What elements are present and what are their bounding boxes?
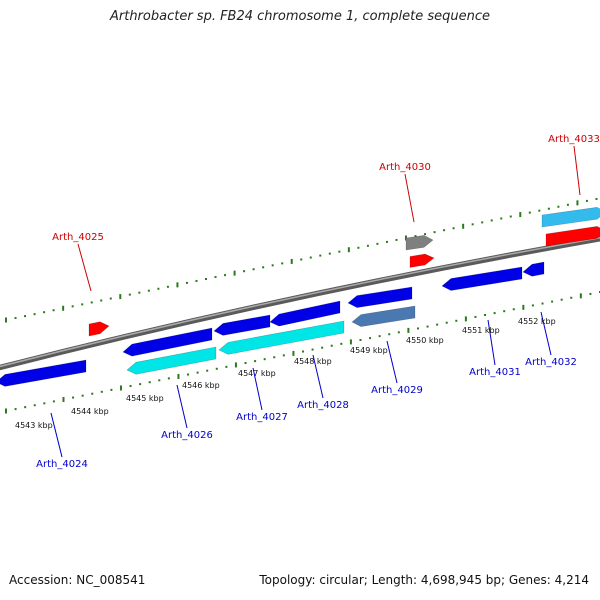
scale-label: 4546 kbp [182, 381, 220, 390]
tick-layer [5, 197, 600, 414]
leader-arth-4032 [540, 311, 552, 356]
gene-arth-4029-lower [351, 305, 416, 327]
chromosome-backbone-highlight [0, 237, 600, 368]
gene-label-arth-4029: Arth_4029 [371, 385, 423, 396]
gene-arth-4026-lower [126, 346, 217, 375]
leader-layer [50, 145, 581, 458]
accession-text: Accession: NC_008541 [9, 573, 146, 587]
gene-arth-4025 [88, 321, 110, 337]
leader-arth-4027 [252, 367, 263, 411]
gene-label-arth-4024: Arth_4024 [36, 459, 88, 470]
leader-arth-4026 [176, 384, 188, 429]
backbone-layer [0, 235, 600, 371]
leader-arth-4024 [50, 412, 63, 458]
scale-label: 4543 kbp [15, 421, 53, 430]
gene-label-arth-4033: Arth_4033 [548, 134, 600, 145]
gene-arth-4027 [213, 314, 271, 336]
gene-label-arth-4030: Arth_4030 [379, 162, 431, 173]
scale-label: 4551 kbp [462, 326, 500, 335]
leader-arth-4028 [312, 354, 324, 399]
gene-arth-4024 [0, 359, 87, 387]
leader-arth-4031 [487, 319, 496, 366]
scale-label: 4544 kbp [71, 407, 109, 416]
gene-label-arth-4028: Arth_4028 [297, 400, 349, 411]
leader-arth-4029 [386, 340, 398, 384]
gene-arth-4030 [409, 253, 435, 268]
gene-label-arth-4026: Arth_4026 [161, 430, 213, 441]
chromosome-backbone [0, 235, 600, 371]
leader-arth-4030 [404, 173, 415, 223]
scale-label: 4550 kbp [406, 336, 444, 345]
map-title: Arthrobacter sp. FB24 chromosome 1, comp… [109, 9, 491, 24]
leader-arth-4033 [573, 145, 581, 196]
gene-arth-4026 [122, 327, 213, 357]
gene-label-arth-4027: Arth_4027 [236, 412, 288, 423]
gene-arth-4032 [522, 261, 545, 277]
scale-label: 4545 kbp [126, 394, 164, 403]
gene-arth-4033-upper [541, 206, 600, 228]
scale-label: 4552 kbp [518, 317, 556, 326]
gene-layer [0, 206, 600, 387]
scale-label: 4548 kbp [294, 357, 332, 366]
gene-label-arth-4025: Arth_4025 [52, 232, 104, 243]
gene-arth-4029 [347, 286, 413, 308]
label-layer: 4543 kbp 4544 kbp 4545 kbp 4546 kbp 4547 kbp… [15, 134, 600, 470]
gene-arth-4027-lower [218, 320, 345, 355]
gene-label-arth-4032: Arth_4032 [525, 357, 577, 368]
scale-label: 4549 kbp [350, 346, 388, 355]
leader-arth-4025 [77, 243, 92, 292]
gene-label-arth-4031: Arth_4031 [469, 367, 521, 378]
summary-text: Topology: circular; Length: 4,698,945 bp… [259, 573, 589, 587]
gene-arth-4030-upper [405, 235, 434, 251]
gene-arth-4028 [269, 300, 341, 327]
gene-arth-4031 [441, 266, 523, 291]
scale-label: 4547 kbp [238, 369, 276, 378]
gene-arth-4033 [545, 226, 600, 247]
